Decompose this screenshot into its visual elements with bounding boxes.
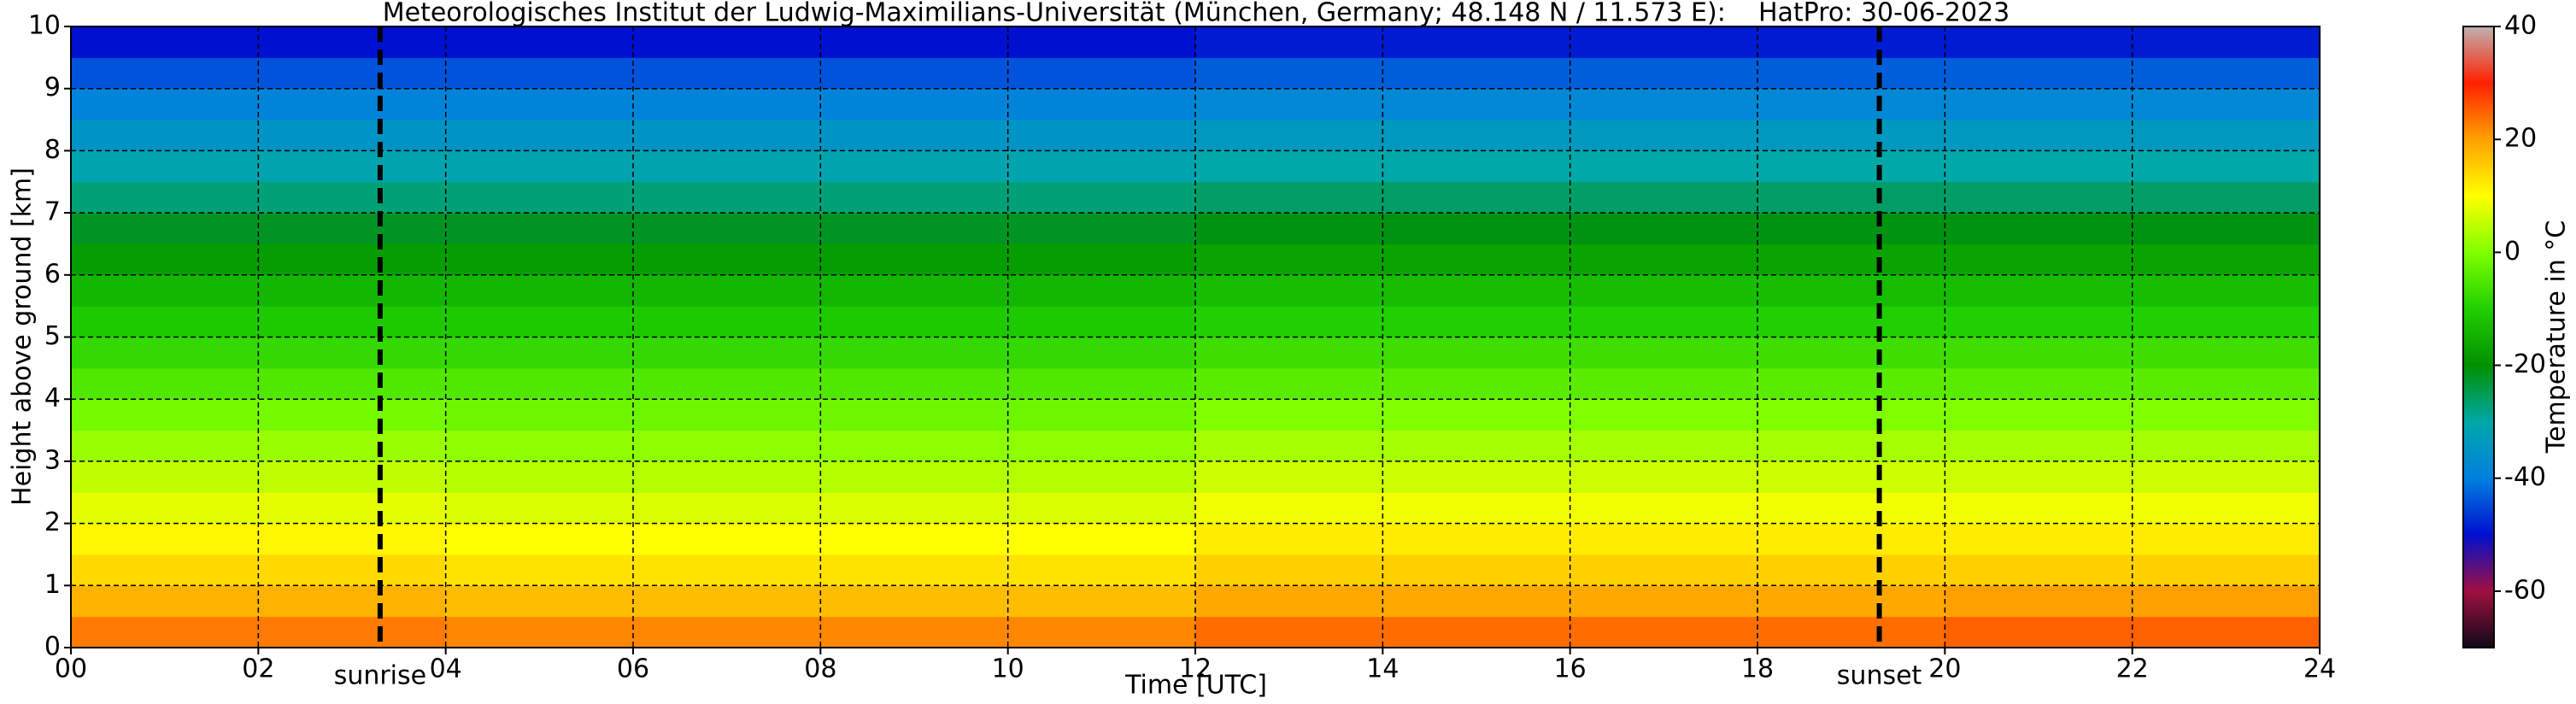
- y-axis-label: Height above ground [km]: [8, 167, 38, 506]
- colorbar-label: Temperature in °C: [2542, 220, 2572, 454]
- x-tick-label: 02: [242, 654, 274, 684]
- x-tick-label: 22: [2116, 654, 2149, 684]
- y-tick-label: 0: [44, 632, 61, 662]
- plot-frame: [70, 26, 2321, 648]
- annotation-label: sunrise: [334, 661, 426, 691]
- y-tick-label: 6: [44, 259, 61, 289]
- x-tick-label: 10: [992, 654, 1024, 684]
- y-tick-label: 9: [44, 73, 61, 103]
- annotation-label: sunset: [1837, 661, 1922, 691]
- x-tick-label: 06: [617, 654, 649, 684]
- y-tick-label: 3: [44, 445, 61, 475]
- colorbar-tick-label: 40: [2504, 11, 2537, 41]
- x-tick-label: 18: [1741, 654, 1774, 684]
- colorbar-tick-label: 20: [2504, 124, 2537, 154]
- colorbar-tick-label: 0: [2504, 237, 2520, 267]
- x-tick-label: 24: [2303, 654, 2336, 684]
- x-axis-label: Time [UTC]: [1124, 671, 1267, 701]
- x-tick-label: 04: [430, 654, 462, 684]
- x-tick-label: 08: [804, 654, 836, 684]
- x-tick-label: 16: [1554, 654, 1587, 684]
- x-tick-label: 00: [55, 654, 87, 684]
- colorbar-tick-label: -60: [2504, 575, 2546, 605]
- y-tick-label: 4: [44, 384, 61, 414]
- x-tick-label: 14: [1366, 654, 1399, 684]
- y-tick-label: 5: [44, 321, 61, 351]
- y-tick-label: 1: [44, 570, 61, 600]
- y-tick-label: 2: [44, 507, 61, 537]
- colorbar-tick-label: -40: [2504, 462, 2546, 492]
- chart-title: Meteorologisches Institut der Ludwig-Max…: [383, 0, 2010, 28]
- colorbar: [2462, 26, 2495, 648]
- x-tick-label: 12: [1179, 654, 1212, 684]
- y-tick-label: 10: [28, 11, 61, 41]
- colorbar-tick-label: -20: [2504, 349, 2546, 379]
- y-tick-label: 7: [44, 197, 61, 227]
- y-tick-label: 8: [44, 135, 61, 165]
- x-tick-label: 20: [1928, 654, 1961, 684]
